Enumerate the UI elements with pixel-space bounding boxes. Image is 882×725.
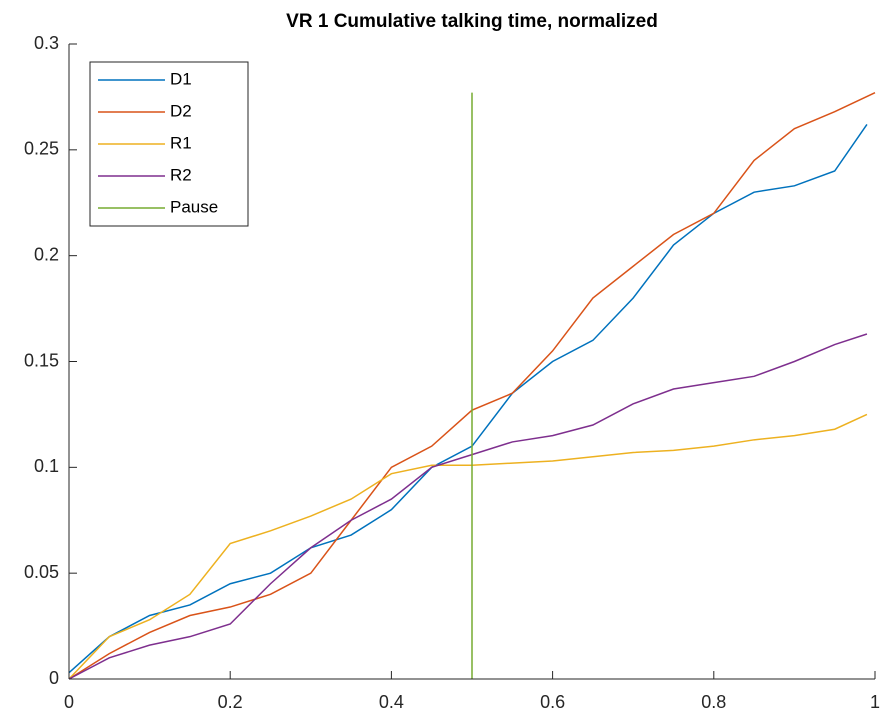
legend-label: R2	[170, 165, 192, 184]
y-tick-label: 0	[49, 668, 59, 688]
y-tick-label: 0.05	[24, 562, 59, 582]
y-tick-label: 0.3	[34, 33, 59, 53]
y-tick-label: 0.25	[24, 139, 59, 159]
legend-label: D2	[170, 101, 192, 120]
x-tick-label: 0.6	[540, 692, 565, 712]
x-tick-label: 1	[870, 692, 880, 712]
legend-label: D1	[170, 69, 192, 88]
legend-label: R1	[170, 133, 192, 152]
y-tick-label: 0.1	[34, 456, 59, 476]
x-tick-label: 0.8	[701, 692, 726, 712]
x-tick-label: 0	[64, 692, 74, 712]
legend-label: Pause	[170, 197, 218, 216]
y-tick-label: 0.2	[34, 244, 59, 264]
x-tick-label: 0.2	[218, 692, 243, 712]
chart-title: VR 1 Cumulative talking time, normalized	[286, 11, 658, 32]
y-tick-label: 0.15	[24, 350, 59, 370]
legend: D1 D2 R1 R2 Pause	[89, 61, 249, 227]
x-tick-label: 0.4	[379, 692, 404, 712]
